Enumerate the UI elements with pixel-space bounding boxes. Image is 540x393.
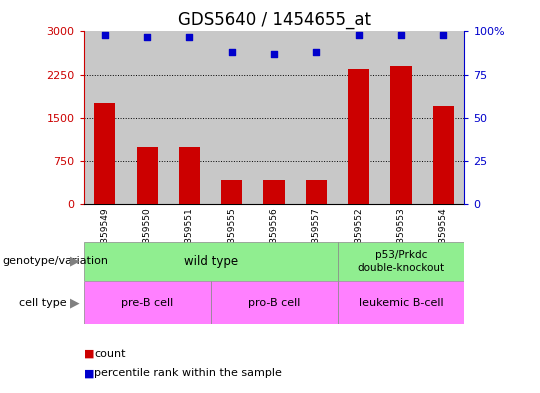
Text: wild type: wild type [184,255,238,268]
Bar [211,281,338,324]
Bar [137,147,158,204]
Bar [422,31,464,204]
Text: percentile rank within the sample: percentile rank within the sample [94,368,282,378]
Bar [179,147,200,204]
Point [354,32,363,38]
Text: ■: ■ [84,368,94,378]
Bar [94,103,116,204]
Text: ▶: ▶ [70,297,80,310]
Bar [84,31,126,204]
Text: ■: ■ [84,349,94,359]
Text: cell type: cell type [19,298,66,309]
Bar [338,281,464,324]
Bar [168,31,211,204]
Bar [422,31,464,204]
Bar [84,281,211,324]
Point [269,51,279,57]
Bar [348,69,369,204]
Bar [390,66,411,204]
Bar [126,31,168,204]
Bar [338,31,380,204]
Bar [94,103,116,204]
Text: pre-B cell: pre-B cell [121,298,173,308]
Point [439,32,448,38]
Bar [211,31,253,204]
Bar [306,180,327,204]
Bar [306,180,327,204]
Bar [348,69,369,204]
Bar [253,31,295,204]
Bar [338,31,380,204]
Bar [221,180,242,204]
Point [143,33,151,40]
Bar [433,107,454,204]
Bar [264,180,285,204]
Bar [264,180,285,204]
Text: ▶: ▶ [70,255,80,268]
Bar [338,242,464,281]
Point [312,49,321,55]
Bar [137,147,158,204]
Text: p53/Prkdc
double-knockout: p53/Prkdc double-knockout [357,250,444,272]
Bar [380,31,422,204]
Bar [211,31,253,204]
Point [185,33,194,40]
Bar [84,242,338,281]
Bar [168,31,211,204]
Bar [295,31,338,204]
Bar [380,31,422,204]
Bar [126,31,168,204]
Bar [221,180,242,204]
Point [227,49,236,55]
Bar [84,31,126,204]
Text: genotype/variation: genotype/variation [3,256,109,266]
Bar [295,31,338,204]
Bar [179,147,200,204]
Text: pro-B cell: pro-B cell [248,298,300,308]
Point [396,32,405,38]
Text: count: count [94,349,126,359]
Bar [433,107,454,204]
Title: GDS5640 / 1454655_at: GDS5640 / 1454655_at [178,11,370,29]
Bar [390,66,411,204]
Bar [253,31,295,204]
Text: leukemic B-cell: leukemic B-cell [359,298,443,308]
Point [100,32,109,38]
